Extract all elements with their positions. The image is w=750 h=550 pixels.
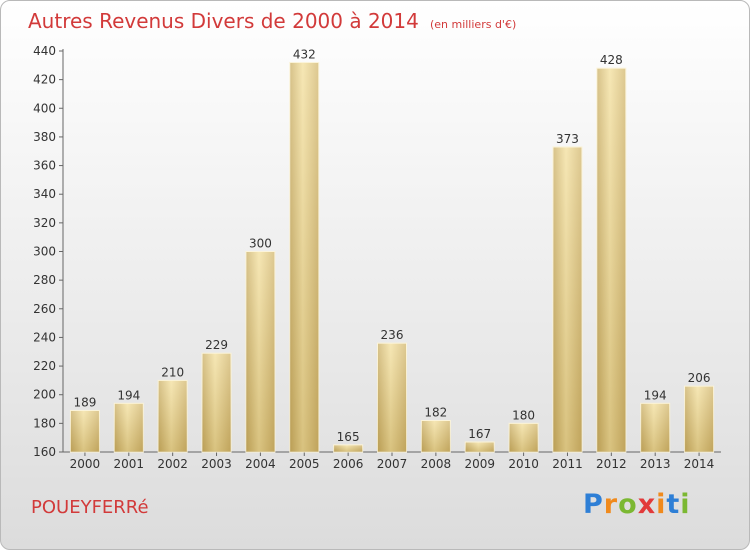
bar-value-label: 194 <box>644 388 667 402</box>
x-tick-label: 2005 <box>289 457 320 471</box>
bar-shade <box>114 403 144 452</box>
x-tick-label: 2011 <box>552 457 583 471</box>
logo-letter: P <box>583 489 604 520</box>
x-tick-label: 2001 <box>114 457 145 471</box>
y-tick-label: 360 <box>33 159 56 173</box>
bar-shade <box>509 423 539 452</box>
chart-unit: (en milliers d'€) <box>429 18 517 31</box>
y-tick-label: 240 <box>33 330 56 344</box>
x-tick-label: 2004 <box>245 457 276 471</box>
bar-shade <box>640 403 670 452</box>
bar-value-label: 165 <box>337 430 360 444</box>
x-tick-label: 2009 <box>464 457 495 471</box>
y-tick-label: 420 <box>33 73 56 87</box>
logo-letter: o <box>618 489 638 520</box>
bars <box>69 61 715 453</box>
y-tick-label: 260 <box>33 302 56 316</box>
bar-value-label: 428 <box>600 53 623 67</box>
logo-letter: i <box>656 489 667 520</box>
x-tick-label: 2002 <box>157 457 188 471</box>
bar-shade <box>158 380 188 452</box>
x-tick-label: 2000 <box>70 457 101 471</box>
bar-value-label: 182 <box>424 405 447 419</box>
commune-name: POUEYFERRé <box>31 497 149 518</box>
proxiti-logo: Proxiti <box>583 489 691 520</box>
y-tick-label: 180 <box>33 416 56 430</box>
bar-shade <box>70 410 100 452</box>
y-tick-label: 300 <box>33 245 56 259</box>
bar-shade <box>289 62 319 452</box>
logo-letter: i <box>680 489 691 520</box>
title-row: Autres Revenus Divers de 2000 à 2014 (en… <box>28 9 516 33</box>
x-tick-label: 2013 <box>640 457 671 471</box>
x-tick-label: 2006 <box>333 457 364 471</box>
chart-title: Autres Revenus Divers de 2000 à 2014 <box>28 9 419 33</box>
bar-value-label: 189 <box>73 395 96 409</box>
x-tick-label: 2014 <box>684 457 715 471</box>
y-tick-label: 320 <box>33 216 56 230</box>
bar-value-label: 167 <box>468 427 491 441</box>
bar-shade <box>245 251 275 452</box>
bar-shade <box>333 444 363 452</box>
y-tick-label: 440 <box>33 44 56 58</box>
x-tick-label: 2012 <box>596 457 627 471</box>
x-tick-label: 2003 <box>201 457 232 471</box>
y-tick-label: 220 <box>33 359 56 373</box>
bar-shade <box>377 343 407 452</box>
y-tick-label: 280 <box>33 273 56 287</box>
bar-shade <box>421 420 451 452</box>
x-tick-label: 2007 <box>377 457 408 471</box>
y-tick-label: 200 <box>33 388 56 402</box>
y-tick-label: 340 <box>33 187 56 201</box>
bar-value-label: 206 <box>688 371 711 385</box>
bar-value-label: 300 <box>249 237 272 251</box>
bar-shade <box>465 441 495 452</box>
logo-letter: r <box>603 489 619 520</box>
bar-value-label: 194 <box>117 388 140 402</box>
x-tick-label: 2008 <box>421 457 452 471</box>
bar-value-label: 210 <box>161 365 184 379</box>
bar-value-label: 432 <box>293 47 316 61</box>
bar-shade <box>552 146 582 453</box>
logo-letter: x <box>637 489 657 520</box>
bar-value-label: 236 <box>381 328 404 342</box>
bar-value-label: 229 <box>205 338 228 352</box>
bar-shade <box>684 386 714 452</box>
labels: 189 2000 194 2001 210 2002 229 2003 300 2004 432 20… <box>70 47 715 471</box>
y-tick-label: 160 <box>33 445 56 459</box>
bar-shade <box>202 353 232 452</box>
bar-shade <box>596 68 626 452</box>
x-tick-label: 2010 <box>508 457 539 471</box>
y-tick-label: 400 <box>33 101 56 115</box>
axes: 160 180 200 220 240 260 280 300 320 340 360 380 400 4… <box>33 44 721 459</box>
logo-letter: t <box>666 489 681 520</box>
y-tick-label: 380 <box>33 130 56 144</box>
bar-value-label: 180 <box>512 408 535 422</box>
bar-value-label: 373 <box>556 132 579 146</box>
